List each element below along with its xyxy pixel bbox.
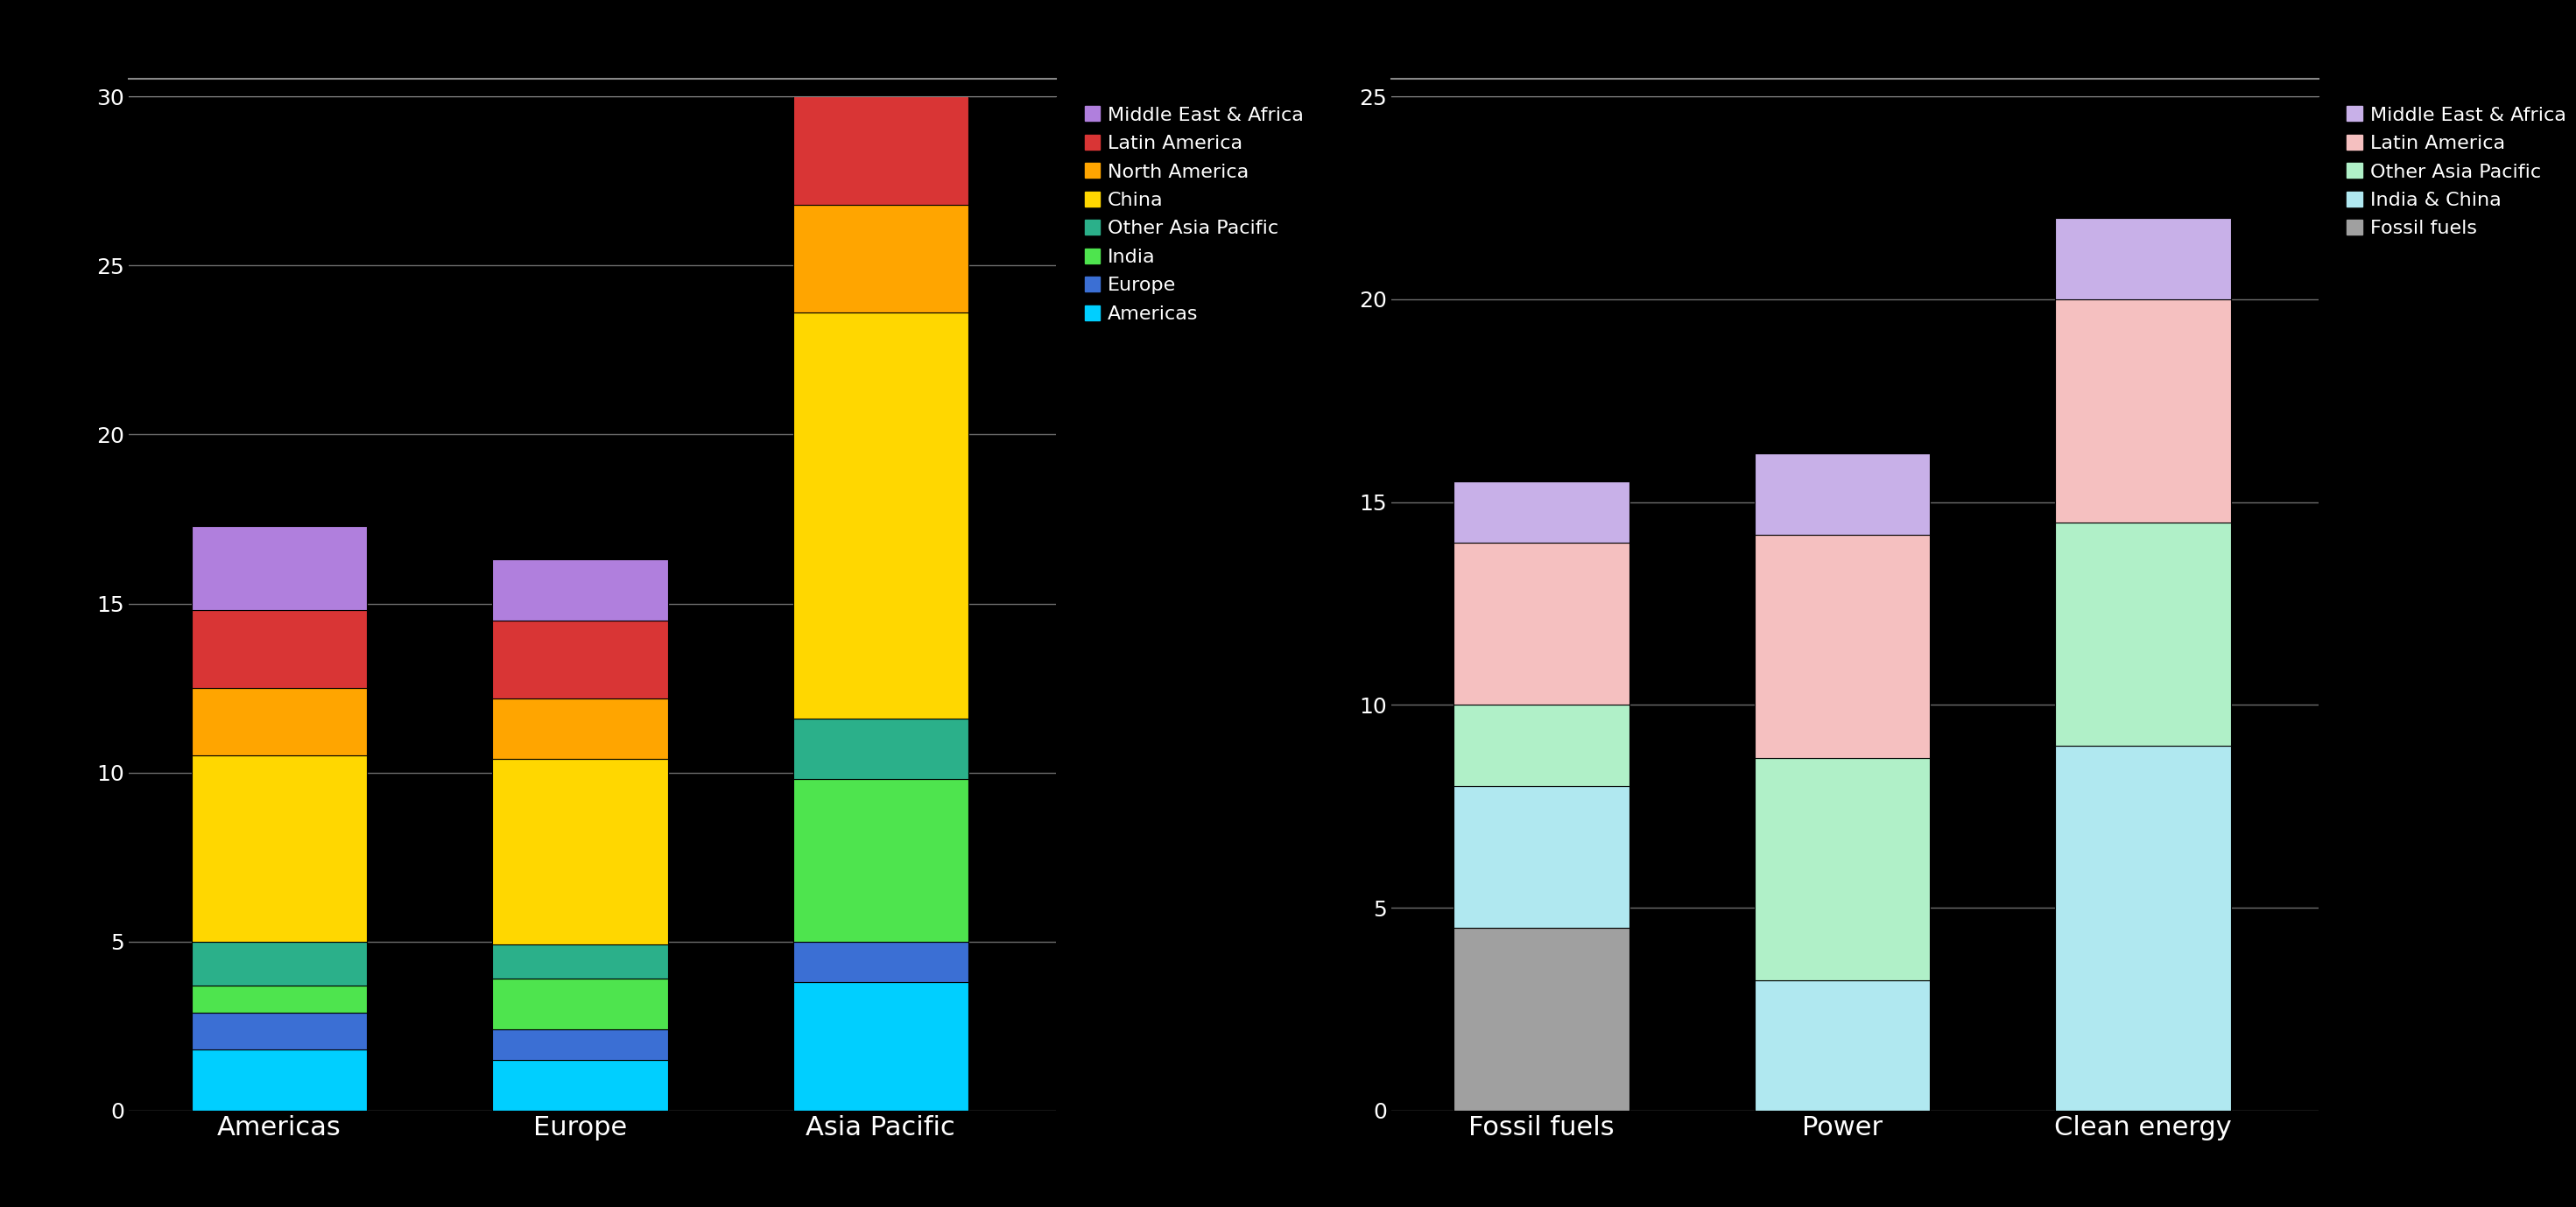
Bar <box>191 756 366 941</box>
Bar <box>191 688 366 756</box>
Bar <box>1754 980 1929 1110</box>
Bar <box>793 941 969 982</box>
Bar <box>191 1013 366 1050</box>
Bar <box>492 979 667 1030</box>
Bar <box>793 70 969 205</box>
Bar <box>191 1050 366 1110</box>
Bar <box>492 1030 667 1060</box>
Bar <box>1754 535 1929 758</box>
Bar <box>793 982 969 1110</box>
Bar <box>1754 454 1929 535</box>
Bar <box>191 526 366 611</box>
Bar <box>1453 786 1628 928</box>
Bar <box>191 611 366 688</box>
Bar <box>2056 523 2231 746</box>
Bar <box>492 945 667 979</box>
Legend: Middle East & Africa, Latin America, Other Asia Pacific, India & China, Fossil f: Middle East & Africa, Latin America, Oth… <box>2347 106 2566 238</box>
Bar <box>191 941 366 985</box>
Bar <box>2056 746 2231 1110</box>
Bar <box>793 205 969 313</box>
Legend: Middle East & Africa, Latin America, North America, China, Other Asia Pacific, I: Middle East & Africa, Latin America, Nor… <box>1084 106 1303 322</box>
Bar <box>1453 482 1628 543</box>
Bar <box>793 2 969 70</box>
Bar <box>2056 299 2231 523</box>
Bar <box>492 698 667 759</box>
Bar <box>492 620 667 698</box>
Bar <box>492 1060 667 1110</box>
Bar <box>1453 543 1628 705</box>
Bar <box>492 759 667 945</box>
Bar <box>191 985 366 1013</box>
Bar <box>1754 758 1929 980</box>
Bar <box>793 718 969 780</box>
Bar <box>492 560 667 620</box>
Bar <box>793 780 969 941</box>
Bar <box>1453 705 1628 786</box>
Bar <box>793 313 969 718</box>
Bar <box>2056 218 2231 299</box>
Bar <box>1453 928 1628 1110</box>
